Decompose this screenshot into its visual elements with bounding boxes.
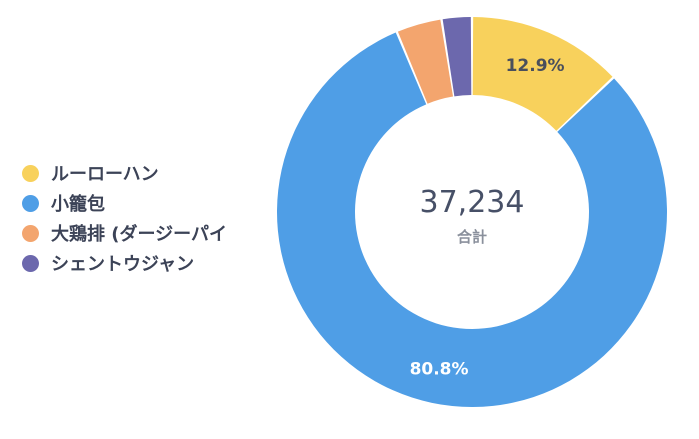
legend-label: 大鶏排 (ダージーパイ (51, 224, 227, 245)
center-total-value: 37,234 (420, 185, 525, 220)
donut-slice-shentoujan[interactable] (442, 17, 472, 97)
legend-swatch (22, 254, 39, 272)
legend-swatch (22, 224, 39, 242)
donut-slices (277, 17, 667, 407)
donut-slice-lurohan[interactable] (472, 17, 613, 131)
donut-slice-labels: 12.9% 80.8% (410, 56, 565, 380)
legend-label: ルーローハン (51, 164, 159, 185)
center-total-label: 合計 (456, 228, 487, 246)
legend-label: シェントウジャン (51, 254, 195, 275)
legend-swatch (22, 194, 39, 212)
legend-label: 小籠包 (51, 194, 105, 215)
legend-item-dajipai[interactable]: 大鶏排 (ダージーパイ (22, 218, 227, 248)
legend-item-lurohan[interactable]: ルーローハン (22, 158, 227, 188)
legend-item-xiaolongbao[interactable]: 小籠包 (22, 188, 227, 218)
legend-item-shentoujan[interactable]: シェントウジャン (22, 248, 227, 278)
legend-swatch (22, 164, 39, 182)
data-label-lurohan: 12.9% (506, 56, 565, 76)
donut-slice-dajipai[interactable] (397, 19, 454, 104)
donut-slice-xiaolongbao[interactable] (277, 32, 667, 407)
chart-legend: ルーローハン 小籠包 大鶏排 (ダージーパイ シェントウジャン (22, 158, 227, 278)
data-label-xiaolongbao: 80.8% (410, 360, 469, 380)
